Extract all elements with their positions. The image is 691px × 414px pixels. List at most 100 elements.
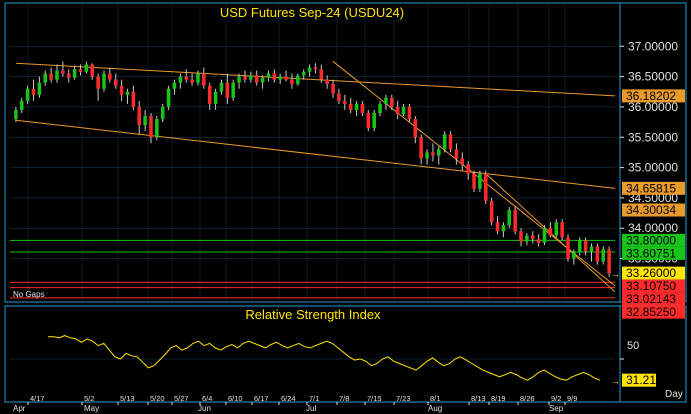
candle-body [172, 82, 177, 89]
candle-body [108, 73, 112, 80]
rsi-badge-label: 31.21 [626, 373, 656, 387]
price-badge-bg [622, 266, 685, 280]
rsi-50-label: 50 [627, 340, 639, 352]
candle-body [202, 73, 206, 86]
rsi-title: Relative Strength Index [245, 307, 381, 322]
candle-body [196, 73, 200, 83]
rsi-badge-bg [622, 373, 656, 387]
price-badge-bg [622, 292, 685, 306]
day-tick-label: 7/23 [396, 394, 411, 403]
candle-body [325, 79, 329, 84]
candle-body [536, 239, 541, 243]
candle-body [43, 73, 48, 83]
candle-body [395, 106, 400, 115]
price-badge-bg [622, 246, 685, 260]
candle-body [278, 76, 282, 80]
trendline-lower [15, 119, 616, 189]
day-tick-label: 7/15 [367, 394, 382, 403]
price-axis-label: 34.00000 [628, 221, 678, 235]
candle-body [137, 106, 141, 126]
candle-body [166, 88, 171, 107]
candle-body [131, 91, 136, 107]
candle-body [431, 152, 435, 156]
candle-body [272, 73, 277, 80]
candle-body [61, 70, 65, 74]
candle-body [319, 69, 324, 80]
candle-body [372, 112, 376, 129]
candle-body [307, 67, 312, 72]
candle-body [102, 73, 106, 89]
candle-body [14, 109, 18, 120]
no-gaps-label: No Gaps [13, 290, 45, 299]
candle-body [595, 246, 600, 262]
support-resistance-levels [10, 239, 615, 299]
candle-body [296, 75, 300, 84]
price-axis-label: 35.00000 [628, 161, 678, 175]
day-tick-label: 7/1 [309, 394, 319, 403]
candle-body [489, 200, 494, 223]
candle-body [125, 91, 130, 95]
candle-body [572, 252, 576, 259]
candle-body [507, 210, 512, 226]
candle-body [413, 119, 418, 138]
candle-body [149, 116, 153, 138]
candle-body [219, 82, 224, 92]
day-tick-label: 6/24 [281, 394, 296, 403]
day-tick-label: 6/10 [228, 394, 243, 403]
candle-body [19, 100, 24, 110]
candle-body [313, 67, 318, 70]
price-badge-bg [622, 233, 685, 247]
trendline-upper [15, 62, 616, 97]
day-tick-label: 9/2 [551, 394, 561, 403]
day-tick-label: 6/17 [254, 394, 269, 403]
candle-body [513, 210, 517, 232]
candle-body [495, 222, 500, 232]
candle-body [190, 79, 194, 83]
candle-body [501, 225, 506, 232]
candle-body [143, 116, 147, 126]
price-badge-label: 34.65815 [626, 181, 676, 195]
price-badge-label: 33.02143 [626, 292, 676, 306]
candle-body [560, 222, 564, 238]
candle-body [607, 249, 611, 274]
candle-body [583, 240, 588, 252]
candle-body [437, 149, 441, 156]
time-axis-unit-label: Day [665, 389, 683, 400]
candle-body [155, 119, 159, 138]
candle-body [384, 97, 388, 104]
candle-body [589, 246, 594, 252]
price-axis-label: 36.00000 [628, 100, 678, 114]
candle-body [237, 76, 241, 83]
month-tick-label: Apr [13, 404, 26, 413]
candle-body [577, 240, 582, 253]
rsi-axis-frame [619, 305, 687, 403]
month-tick-label: May [84, 404, 99, 413]
candle-body [343, 100, 347, 104]
price-badge-bg [622, 203, 685, 217]
candlesticks [14, 61, 611, 277]
day-tick-label: 8/19 [491, 394, 506, 403]
day-tick-label: 7/8 [339, 394, 349, 403]
candle-body [213, 91, 218, 104]
candle-body [378, 103, 382, 113]
candle-body [566, 237, 570, 259]
candle-body [531, 235, 535, 240]
candle-body [55, 70, 59, 80]
price-badge-label: 33.60751 [626, 246, 676, 260]
candle-body [442, 134, 447, 150]
candle-body [284, 76, 288, 80]
last-price-arrow: → [611, 269, 620, 279]
candle-body [260, 77, 265, 83]
candle-body [160, 106, 165, 120]
price-badge-label: 33.10750 [626, 279, 676, 293]
day-tick-label: 4/17 [30, 394, 45, 403]
day-tick-label: 5/2 [84, 394, 94, 403]
day-tick-label: 5/27 [174, 394, 189, 403]
price-badge-label: 36.18202 [626, 89, 676, 103]
candle-body [37, 82, 42, 95]
candle-body [225, 82, 230, 98]
price-axis-label: 36.50000 [628, 70, 678, 84]
candle-body [366, 112, 371, 129]
candle-body [78, 69, 83, 72]
